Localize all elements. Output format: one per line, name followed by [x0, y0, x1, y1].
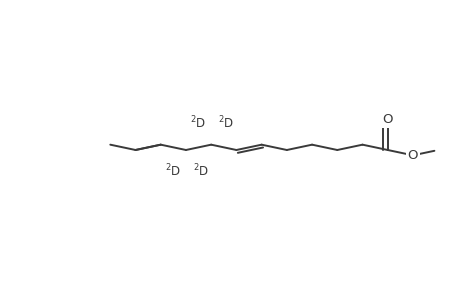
Text: $^{2}$D: $^{2}$D: [193, 163, 209, 180]
Text: $^{2}$D: $^{2}$D: [165, 163, 181, 180]
Text: O: O: [407, 149, 417, 162]
Text: $^{2}$D: $^{2}$D: [190, 115, 206, 132]
Text: O: O: [382, 113, 392, 126]
Text: $^{2}$D: $^{2}$D: [218, 115, 234, 132]
